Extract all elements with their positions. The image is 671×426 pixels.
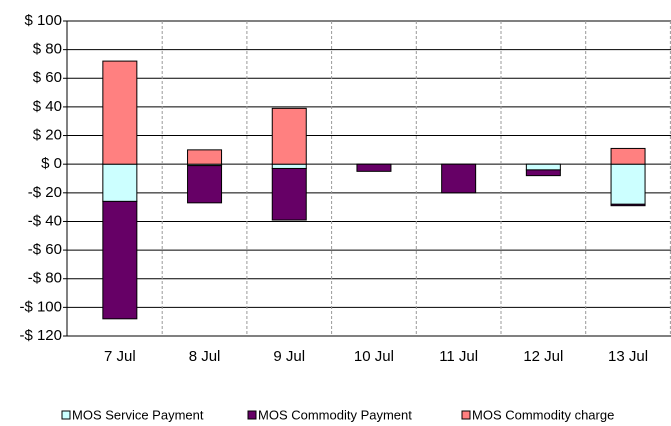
legend-label: MOS Commodity charge xyxy=(472,407,614,422)
bar-segment xyxy=(356,163,392,172)
y-tick-label: -$ 60 xyxy=(28,241,62,258)
legend-label: MOS Commodity Payment xyxy=(258,407,412,422)
x-tick-label: 9 Jul xyxy=(273,348,305,365)
x-tick-label: 7 Jul xyxy=(104,348,136,365)
bar-segment xyxy=(525,163,561,171)
bar-segment xyxy=(610,147,646,165)
x-tick-label: 12 Jul xyxy=(523,348,563,365)
y-tick-label: -$ 100 xyxy=(19,298,62,315)
bar-segment xyxy=(102,200,138,320)
y-tick-label: -$ 80 xyxy=(28,270,62,287)
y-tick-label: $ 80 xyxy=(33,41,62,58)
bar-segment xyxy=(610,163,646,205)
y-tick-label: $ 40 xyxy=(33,98,62,115)
y-tick-label: -$ 40 xyxy=(28,212,62,229)
bar-segment xyxy=(187,165,223,204)
y-tick-label: $ 0 xyxy=(41,155,62,172)
y-tick-label: -$ 20 xyxy=(28,184,62,201)
legend-marker xyxy=(61,410,71,420)
x-tick-label: 10 Jul xyxy=(354,348,394,365)
bar-segment xyxy=(102,60,138,165)
x-tick-label: 13 Jul xyxy=(608,348,648,365)
bar-segment xyxy=(610,203,646,207)
bar-segment xyxy=(271,167,307,221)
legend-label: MOS Service Payment xyxy=(72,407,204,422)
y-tick-label: $ 60 xyxy=(33,69,62,86)
x-tick-label: 8 Jul xyxy=(189,348,221,365)
legend-marker xyxy=(247,410,257,420)
y-tick-label: $ 100 xyxy=(24,12,62,29)
y-tick-label: $ 20 xyxy=(33,127,62,144)
bar-segment xyxy=(271,107,307,165)
bar-segment xyxy=(102,163,138,202)
bar-segment xyxy=(271,163,307,169)
legend-marker xyxy=(461,410,471,420)
bar-segment xyxy=(187,149,223,165)
x-tick-label: 11 Jul xyxy=(439,348,478,365)
bar-segment xyxy=(441,163,477,194)
bar-segment xyxy=(525,169,561,177)
y-tick-label: -$ 120 xyxy=(19,327,62,344)
